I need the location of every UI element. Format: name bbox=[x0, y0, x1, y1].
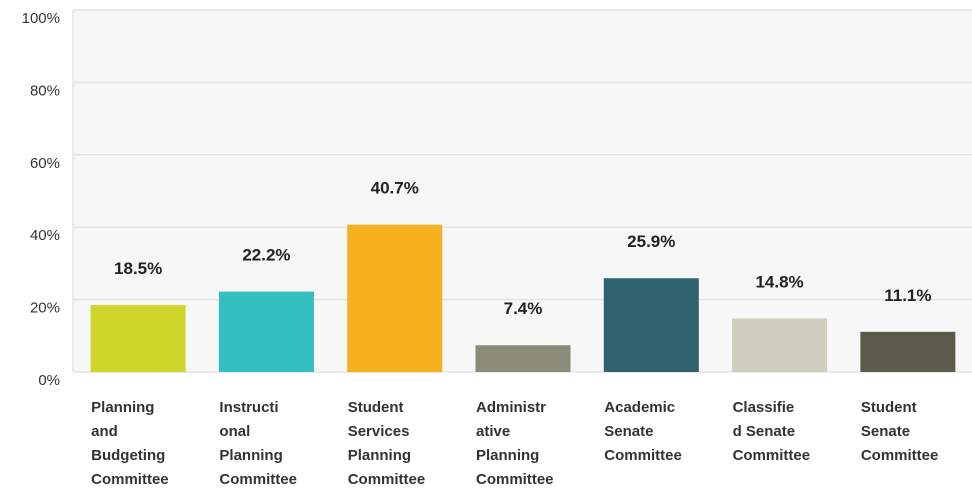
y-tick-label: 0% bbox=[38, 372, 60, 389]
bar bbox=[218, 291, 314, 372]
bar bbox=[603, 278, 699, 372]
y-tick-label: 80% bbox=[30, 82, 60, 99]
x-tick-label: Instructi onal Planning Committee bbox=[219, 399, 297, 488]
bar bbox=[860, 331, 956, 372]
y-tick-label: 20% bbox=[30, 300, 60, 317]
bar bbox=[732, 318, 828, 372]
x-tick-label: Classifie d Senate Committee bbox=[733, 399, 811, 464]
value-label: 25.9% bbox=[627, 232, 675, 251]
x-tick-label: Student Senate Committee bbox=[861, 399, 939, 464]
value-label: 11.1% bbox=[884, 286, 931, 305]
value-label: 7.4% bbox=[504, 299, 543, 318]
bar bbox=[90, 305, 186, 372]
bar bbox=[347, 224, 443, 372]
value-label: 18.5% bbox=[114, 259, 162, 278]
x-tick-label: Student Services Planning Committee bbox=[348, 399, 426, 488]
x-tick-label: Administr ative Planning Committee bbox=[476, 399, 554, 488]
value-label: 40.7% bbox=[371, 179, 419, 198]
bar bbox=[475, 345, 571, 372]
x-tick-label: Academic Senate Committee bbox=[604, 399, 682, 464]
x-tick-label: Planning and Budgeting Committee bbox=[91, 399, 169, 488]
y-tick-label: 40% bbox=[30, 227, 60, 244]
value-label: 14.8% bbox=[755, 272, 803, 291]
value-label: 22.2% bbox=[242, 246, 290, 265]
y-tick-label: 100% bbox=[22, 10, 60, 27]
y-tick-label: 60% bbox=[30, 155, 60, 172]
